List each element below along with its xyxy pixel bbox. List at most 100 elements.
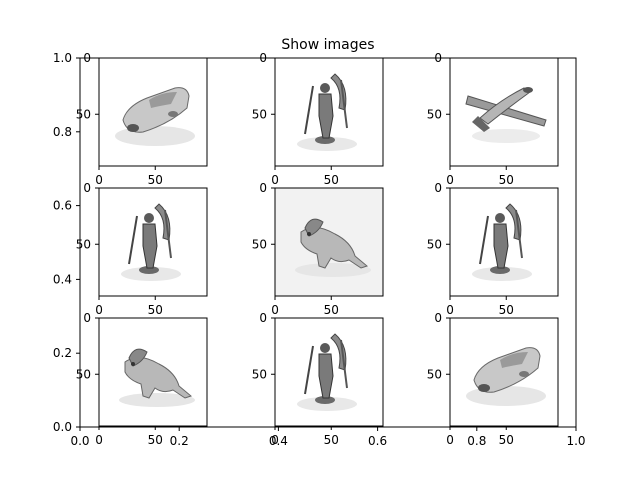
panel-x-tick-label: 0 <box>446 173 454 187</box>
panel-y-tick-label: 50 <box>76 237 91 251</box>
figurine-base <box>139 266 159 274</box>
car-image <box>466 347 546 406</box>
x-tick-label: 0.2 <box>170 434 189 448</box>
panel-y-tick-label: 50 <box>76 107 91 121</box>
car-wheel <box>127 124 139 132</box>
figurine-head <box>320 343 330 353</box>
elephant-shadow <box>119 393 195 407</box>
panel-x-tick-label: 0 <box>446 433 454 447</box>
panel-frame <box>98 187 208 297</box>
panel-frame <box>274 187 384 297</box>
figurine-spear <box>128 215 138 265</box>
figurine-base <box>490 266 510 274</box>
panel-y-tick-label: 50 <box>252 367 267 381</box>
figurine-body <box>142 223 158 269</box>
airplane-tail <box>472 116 490 132</box>
figurine-staff <box>164 209 172 259</box>
figurine-spear <box>304 345 314 395</box>
panel-y-tick-label: 0 <box>259 51 267 65</box>
y-tick-label: 0.0 <box>53 420 72 434</box>
panel-y-tick-label: 0 <box>259 181 267 195</box>
figurine-head <box>495 213 505 223</box>
image-panel: 0 50 0 50 <box>427 181 559 317</box>
panel-x-tick-label: 0 <box>271 173 279 187</box>
panel-x-tick-label: 50 <box>324 303 339 317</box>
panel-x-tick-label: 0 <box>95 173 103 187</box>
panel-y-tick-label: 0 <box>259 311 267 325</box>
chart-title: Show images <box>281 37 374 53</box>
car-wheel <box>168 111 178 117</box>
background-axes: 0.0 0.2 0.4 0.6 0.8 1.0 0.0 0.2 0.4 0.6 0.8 1.0 <box>53 51 586 448</box>
x-tick-label: 0.0 <box>70 434 89 448</box>
panel-y-tick-label: 50 <box>76 367 91 381</box>
figurine-spear <box>304 85 314 135</box>
figurine-image <box>121 203 181 281</box>
panel-y-tick-label: 50 <box>427 367 442 381</box>
image-panel: 0 50 0 50 <box>427 311 559 447</box>
airplane-wing <box>465 95 547 127</box>
car-wheel <box>519 371 529 377</box>
figurine-staff <box>340 79 348 129</box>
panel-x-tick-label: 50 <box>324 433 339 447</box>
panel-x-tick-label: 0 <box>95 433 103 447</box>
panel-y-tick-label: 50 <box>252 237 267 251</box>
panel-x-tick-label: 0 <box>95 303 103 317</box>
figurine-shadow <box>472 267 532 281</box>
panel-x-tick-label: 0 <box>271 303 279 317</box>
elephant-eye <box>307 232 311 236</box>
panel-y-tick-label: 0 <box>434 311 442 325</box>
car-shadow <box>466 386 546 406</box>
car-image <box>115 87 195 146</box>
image-panel: 0 50 0 50 <box>427 51 559 187</box>
panel-frame <box>449 187 559 297</box>
panel-x-tick-label: 0 <box>271 433 279 447</box>
x-tick-label: 0.6 <box>368 434 387 448</box>
figurine-shadow <box>297 397 357 411</box>
panel-x-tick-label: 50 <box>499 303 514 317</box>
image-panel: 0 50 0 50 <box>252 181 384 317</box>
elephant-image <box>295 218 371 277</box>
figurine-body <box>318 353 334 399</box>
image-panel: 0 50 0 50 <box>76 51 208 187</box>
panel-y-tick-label: 0 <box>434 181 442 195</box>
x-tick-label: 0.4 <box>269 434 288 448</box>
figurine-image <box>297 333 357 411</box>
figurine-spear <box>479 215 489 265</box>
panel-frame <box>274 317 384 427</box>
y-tick-label: 1.0 <box>53 51 72 65</box>
figurine-body <box>493 223 509 269</box>
x-tick-label: 1.0 <box>566 434 585 448</box>
image-panel: 0 50 0 50 <box>76 181 208 317</box>
figurine-shadow <box>297 137 357 151</box>
figurine-image <box>297 73 357 151</box>
panel-y-tick-label: 50 <box>427 107 442 121</box>
panel-frame <box>449 57 559 167</box>
figurine-shadow <box>121 267 181 281</box>
elephant-ear <box>128 348 148 367</box>
elephant-ear <box>304 218 324 237</box>
airplane-shadow <box>472 129 540 143</box>
panel-frame <box>98 57 208 167</box>
panel-y-tick-label: 0 <box>434 51 442 65</box>
car-shadow <box>115 126 195 146</box>
airplane-nose <box>523 87 533 93</box>
figurine-image <box>472 203 532 281</box>
image-panel: 0 50 0 50 <box>252 51 384 187</box>
panel-x-tick-label: 50 <box>148 173 163 187</box>
car-window <box>500 352 528 368</box>
panel-x-tick-label: 50 <box>499 433 514 447</box>
image-panel: 0 50 0 50 <box>252 311 384 447</box>
figurine-head <box>144 213 154 223</box>
elephant-eye <box>131 362 135 366</box>
airplane-image <box>465 87 547 143</box>
panel-y-tick-label: 0 <box>83 311 91 325</box>
panel-x-tick-label: 0 <box>446 303 454 317</box>
elephant-shadow <box>295 263 371 277</box>
car-wheel <box>478 384 490 392</box>
panel-y-tick-label: 50 <box>427 237 442 251</box>
figurine-head <box>320 83 330 93</box>
panel-x-tick-label: 50 <box>324 173 339 187</box>
elephant-image <box>119 348 195 407</box>
panel-x-tick-label: 50 <box>148 433 163 447</box>
panel-frame <box>449 317 559 427</box>
